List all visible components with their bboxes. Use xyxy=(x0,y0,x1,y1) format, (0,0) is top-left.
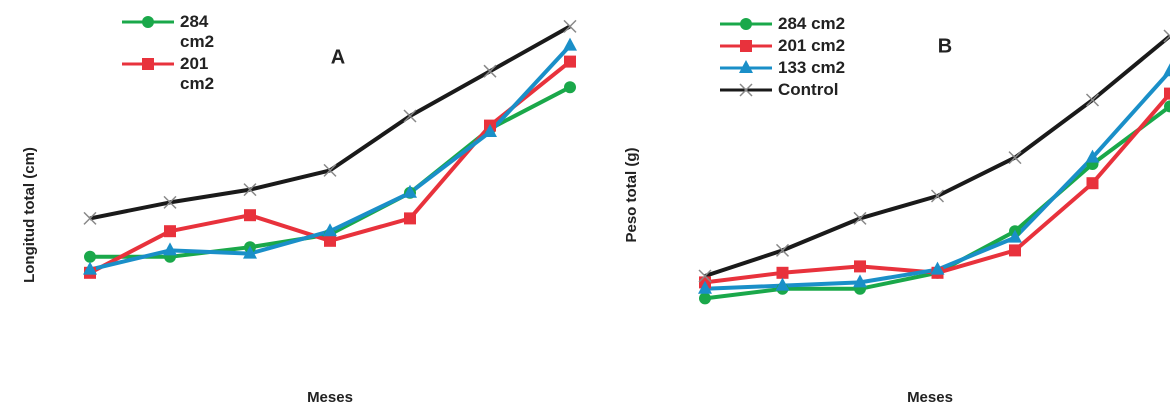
marker xyxy=(775,243,790,257)
marker xyxy=(775,277,790,291)
marker xyxy=(564,55,576,68)
marker xyxy=(776,266,789,279)
chart-title: A xyxy=(331,46,345,68)
marker xyxy=(1163,63,1170,77)
marker xyxy=(244,209,256,222)
legend-key xyxy=(720,60,772,73)
marker xyxy=(930,189,945,203)
marker xyxy=(323,223,337,237)
marker xyxy=(323,163,337,177)
marker xyxy=(853,211,867,225)
marker xyxy=(1008,229,1022,243)
marker xyxy=(483,124,497,137)
marker xyxy=(142,58,154,70)
marker xyxy=(164,225,176,238)
legend-label: 284 cm2 xyxy=(778,14,846,33)
marker xyxy=(1164,100,1170,113)
marker xyxy=(739,60,753,73)
marker xyxy=(853,274,867,288)
marker xyxy=(142,16,154,28)
legend-key xyxy=(122,58,174,70)
marker xyxy=(163,195,177,209)
marker xyxy=(1086,177,1099,190)
marker xyxy=(163,242,177,256)
marker xyxy=(1085,149,1100,163)
marker xyxy=(563,19,577,33)
legend: 284 cm2 201 cm2 133 cm2 Control xyxy=(718,14,918,102)
marker xyxy=(1164,87,1170,100)
x-axis-label: Meses xyxy=(307,389,353,406)
marker xyxy=(243,183,257,197)
y-axis-label: Longitud total (cm) xyxy=(21,147,38,283)
marker xyxy=(243,245,257,259)
marker xyxy=(324,234,336,247)
legend-key xyxy=(720,83,772,97)
legend-label: 133 cm2 xyxy=(778,58,846,77)
marker xyxy=(1008,151,1022,165)
legend-item: 284 cm2 xyxy=(120,12,240,52)
chart-title: B xyxy=(938,35,952,57)
y-axis-label: Peso total (g) xyxy=(623,147,640,242)
legend-key xyxy=(720,40,772,52)
marker xyxy=(83,211,97,225)
marker xyxy=(403,109,417,123)
marker xyxy=(404,212,416,225)
legend-label: 201 cm2 xyxy=(180,54,215,93)
marker xyxy=(699,292,711,305)
marker xyxy=(740,40,752,52)
marker xyxy=(698,280,712,294)
marker xyxy=(564,81,576,94)
marker xyxy=(930,261,945,275)
marker xyxy=(1163,29,1170,43)
legend-label: 284 cm2 xyxy=(180,12,215,51)
marker xyxy=(563,37,577,51)
marker xyxy=(1009,244,1021,257)
legend-item: 133 cm2 xyxy=(718,58,918,78)
marker xyxy=(740,18,752,30)
legend-item: 201 cm2 xyxy=(718,36,918,56)
legend: 284 cm2 201 cm2 xyxy=(120,12,240,96)
marker xyxy=(1085,93,1100,107)
legend-key xyxy=(720,18,772,30)
marker xyxy=(83,261,97,275)
legend-item: 201 cm2 xyxy=(120,54,240,94)
legend-key xyxy=(122,16,174,28)
marker xyxy=(854,260,866,273)
legend-item: Control xyxy=(718,80,918,100)
marker xyxy=(84,250,96,263)
legend-label: Control xyxy=(778,80,839,99)
series-line xyxy=(704,69,1170,291)
marker xyxy=(739,83,753,97)
marker xyxy=(483,64,497,78)
marker xyxy=(698,269,712,283)
x-axis-label: Meses xyxy=(907,389,953,406)
legend-label: 201 cm2 xyxy=(778,36,846,55)
legend-item: 284 cm2 xyxy=(718,14,918,34)
marker xyxy=(403,184,417,198)
